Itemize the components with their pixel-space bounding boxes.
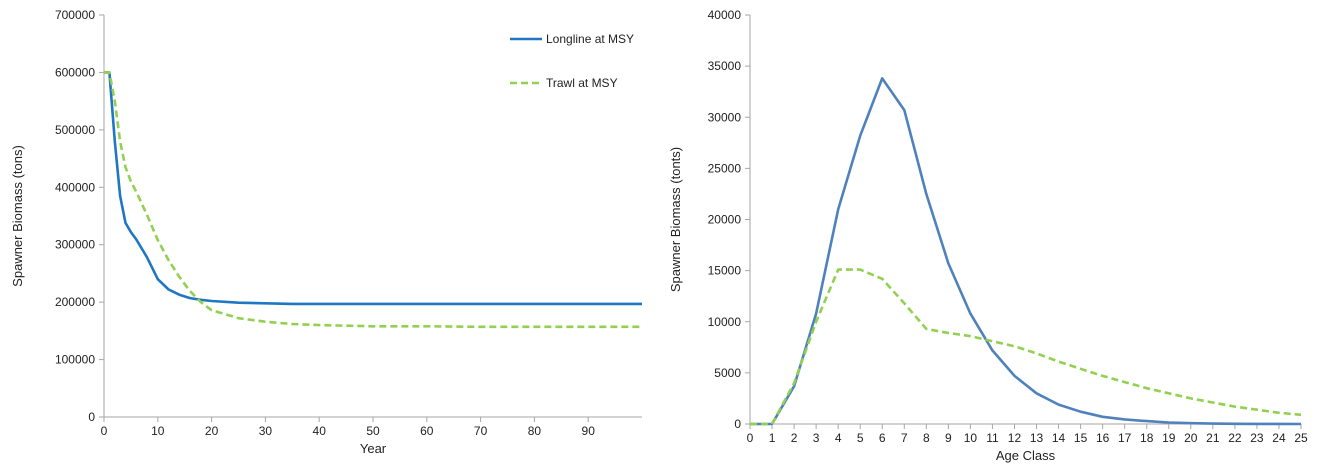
year-biomass-chart: 0100000200000300000400000500000600000700… <box>10 8 642 456</box>
x-tick-label: 20 <box>205 424 219 438</box>
x-tick-label: 13 <box>1030 431 1044 445</box>
y-tick-label: 25000 <box>708 161 742 175</box>
y-tick-label: 400000 <box>55 180 95 194</box>
y-tick-label: 300000 <box>55 238 95 252</box>
x-tick-label: 80 <box>528 424 542 438</box>
y-tick-label: 10000 <box>708 315 742 329</box>
x-tick-label: 18 <box>1140 431 1154 445</box>
x-tick-label: 40 <box>313 424 327 438</box>
x-axis-title: Year <box>360 441 387 456</box>
x-tick-label: 30 <box>259 424 273 438</box>
x-tick-label: 10 <box>151 424 165 438</box>
x-tick-label: 22 <box>1228 431 1242 445</box>
x-tick-label: 3 <box>813 431 820 445</box>
y-tick-label: 40000 <box>708 8 742 22</box>
x-tick-label: 90 <box>582 424 596 438</box>
y-tick-label: 500000 <box>55 123 95 137</box>
y-tick-label: 700000 <box>55 8 95 22</box>
x-tick-label: 6 <box>879 431 886 445</box>
y-tick-label: 35000 <box>708 59 742 73</box>
x-tick-label: 23 <box>1250 431 1264 445</box>
y-tick-label: 15000 <box>708 264 742 278</box>
trawl-at-msy-line <box>104 71 642 329</box>
x-tick-label: 8 <box>923 431 930 445</box>
y-tick-label: 200000 <box>55 295 95 309</box>
x-tick-label: 2 <box>791 431 798 445</box>
y-tick-label: 5000 <box>714 366 741 380</box>
x-tick-label: 14 <box>1052 431 1066 445</box>
x-tick-label: 1 <box>769 431 776 445</box>
y-tick-label: 100000 <box>55 353 95 367</box>
chart-left-panel: 0 100000 200000 300000 400000 500000 600000 700… <box>0 0 656 476</box>
x-tick-label: 20 <box>1184 431 1198 445</box>
x-tick-label: 17 <box>1118 431 1132 445</box>
x-tick-label: 11 <box>986 431 999 445</box>
legend-label-trawl-at-msy: Trawl at MSY <box>546 76 618 90</box>
chart-right-panel: 0 5000 10000 15000 20000 25000 30000 35000 40000… <box>664 0 1320 476</box>
x-tick-label: 19 <box>1162 431 1176 445</box>
x-tick-label: 4 <box>835 431 842 445</box>
x-tick-label: 7 <box>901 431 908 445</box>
x-tick-label: 0 <box>747 431 754 445</box>
y-tick-label: 0 <box>734 417 741 431</box>
series-2-line <box>750 268 1302 426</box>
x-tick-label: 0 <box>101 424 108 438</box>
series-1-line <box>750 77 1302 426</box>
x-tick-label: 24 <box>1272 431 1286 445</box>
x-tick-label: 16 <box>1096 431 1110 445</box>
y-tick-label: 20000 <box>708 213 742 227</box>
x-tick-label: 70 <box>474 424 488 438</box>
y-tick-label: 600000 <box>55 65 95 79</box>
x-tick-label: 25 <box>1294 431 1308 445</box>
x-tick-label: 9 <box>945 431 952 445</box>
y-tick-label: 30000 <box>708 110 742 124</box>
x-tick-label: 60 <box>420 424 434 438</box>
x-tick-label: 12 <box>1008 431 1022 445</box>
x-axis-title: Age Class <box>996 448 1056 463</box>
longline-at-msy-line <box>104 71 642 306</box>
legend-label-longline-at-msy: Longline at MSY <box>546 32 634 46</box>
y-axis-title: Spawner Biomass (tons) <box>10 145 25 287</box>
age-class-biomass-chart: 0 5000 10000 15000 20000 25000 30000 35000 40000… <box>668 8 1308 463</box>
x-tick-label: 21 <box>1206 431 1220 445</box>
x-tick-label: 15 <box>1074 431 1088 445</box>
x-tick-label: 50 <box>366 424 380 438</box>
y-tick-label: 0 <box>88 410 95 424</box>
x-tick-label: 10 <box>964 431 978 445</box>
y-axis-title: Spawner Biomass (tonts) <box>668 147 683 292</box>
x-tick-label: 5 <box>857 431 864 445</box>
